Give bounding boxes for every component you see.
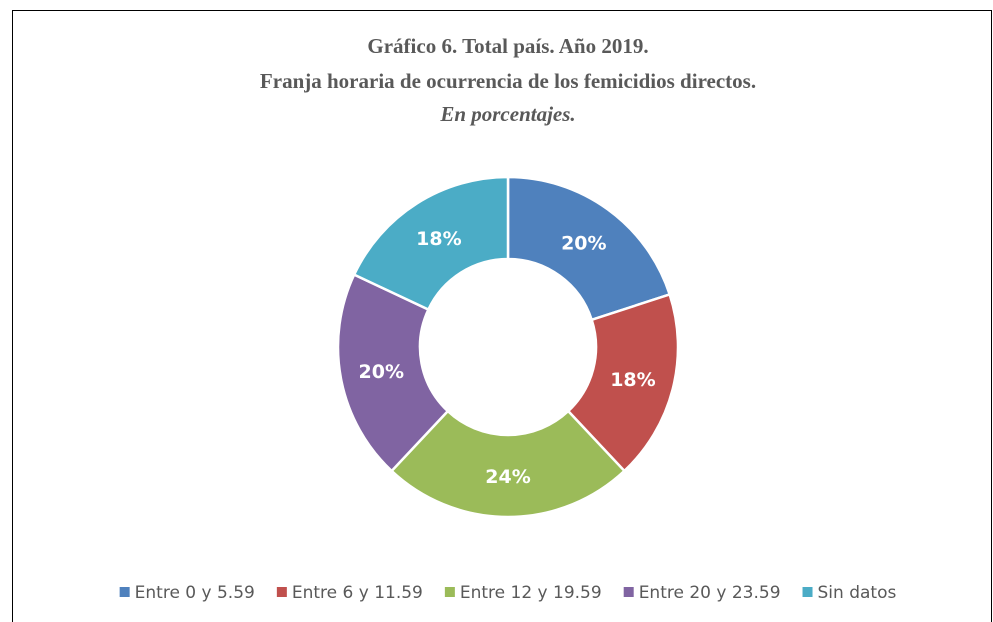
value-label: 18% — [416, 228, 461, 250]
legend-swatch — [119, 587, 130, 597]
legend-swatch — [802, 587, 813, 597]
legend-swatch — [623, 587, 634, 597]
legend: Entre 0 y 5.59 Entre 6 y 11.59 Entre 12 y … — [119, 583, 897, 603]
value-label: 20% — [359, 361, 404, 383]
legend-label: Entre 12 y 19.59 — [460, 583, 602, 603]
value-label: 20% — [561, 233, 606, 255]
frame — [12, 10, 992, 622]
wedge — [336, 272, 450, 473]
wedge — [352, 175, 510, 312]
legend-label: Entre 6 y 11.59 — [292, 583, 423, 603]
wedge — [389, 409, 627, 519]
legend-swatch — [276, 587, 287, 597]
donut: 20% 18% 24% 20% 18% — [336, 175, 680, 519]
legend-label: Entre 20 y 23.59 — [639, 583, 781, 603]
legend-swatch — [444, 587, 455, 597]
value-label: 24% — [485, 466, 530, 488]
value-label: 18% — [610, 369, 655, 391]
wedge — [566, 292, 680, 473]
legend-label: Sin datos — [818, 583, 897, 603]
chart-subtitle: Franja horaria de ocurrencia de los femi… — [260, 69, 756, 93]
chart-caption: En porcentajes. — [439, 102, 575, 126]
chart-title: Gráfico 6. Total país. Año 2019. — [367, 34, 648, 58]
wedge — [506, 175, 672, 322]
legend-label: Entre 0 y 5.59 — [135, 583, 255, 603]
